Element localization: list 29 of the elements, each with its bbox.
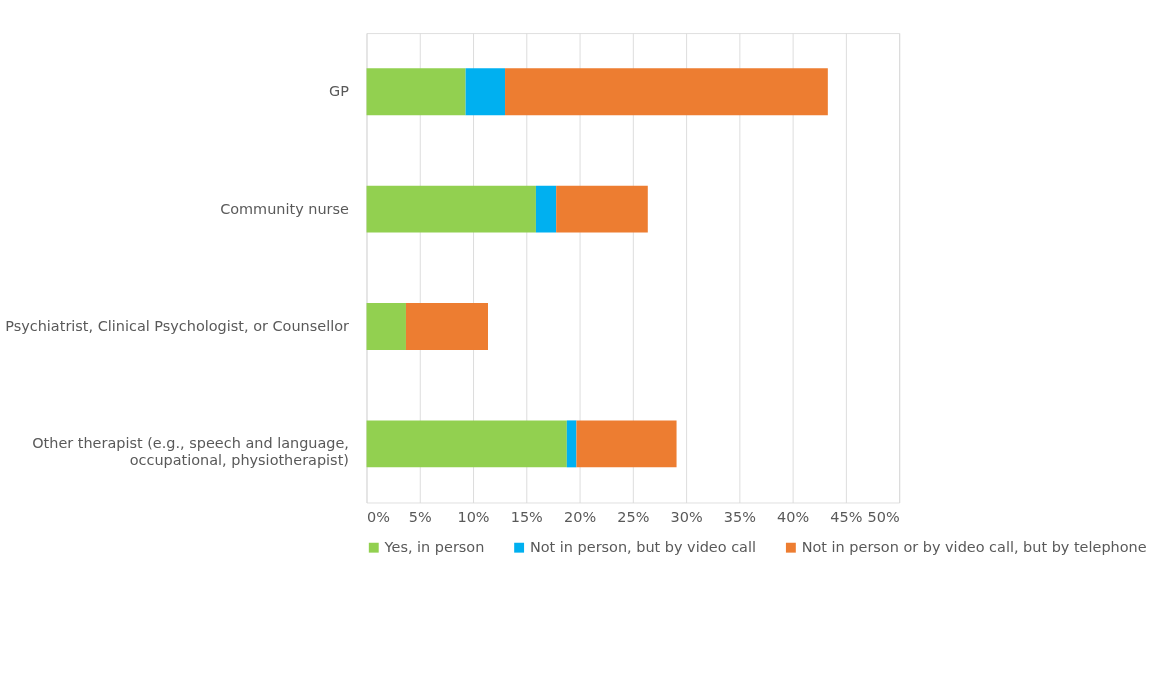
x-tick-label: 15% <box>510 508 543 525</box>
x-tick-label: 40% <box>777 508 810 525</box>
bar <box>465 68 506 116</box>
x-tick-label: 0% <box>367 508 390 525</box>
legend-label: Not in person, but by video call <box>529 539 756 556</box>
bar <box>366 303 406 350</box>
bar <box>576 420 677 468</box>
y-tick-label: Psychiatrist, Clinical Psychologist, or Counsellor <box>5 318 349 335</box>
bar <box>556 185 648 233</box>
bar <box>535 185 557 233</box>
x-tick-label: 20% <box>564 508 597 525</box>
x-tick-label: 5% <box>408 508 432 525</box>
x-tick-label: 30% <box>670 508 703 525</box>
x-tick-label: 35% <box>723 508 756 525</box>
x-tick-label: 45% <box>830 508 863 525</box>
y-tick-label: Community nurse <box>220 200 350 217</box>
bar <box>366 420 567 468</box>
legend-label: Not in person or by video call, but by telephone <box>801 539 1147 556</box>
legend-label: Yes, in person <box>383 539 485 556</box>
bar <box>405 303 488 350</box>
bar <box>366 68 466 116</box>
bar <box>566 420 577 468</box>
x-tick-label: 50% <box>867 508 900 525</box>
bar <box>505 68 828 116</box>
y-tick-label: Other therapist (e.g., speech and language, occupational, physiotherapist) <box>32 435 349 468</box>
x-tick-label: 10% <box>457 508 490 525</box>
x-tick-label: 25% <box>617 508 650 525</box>
y-tick-label: GP <box>329 83 350 100</box>
bar <box>366 185 536 233</box>
